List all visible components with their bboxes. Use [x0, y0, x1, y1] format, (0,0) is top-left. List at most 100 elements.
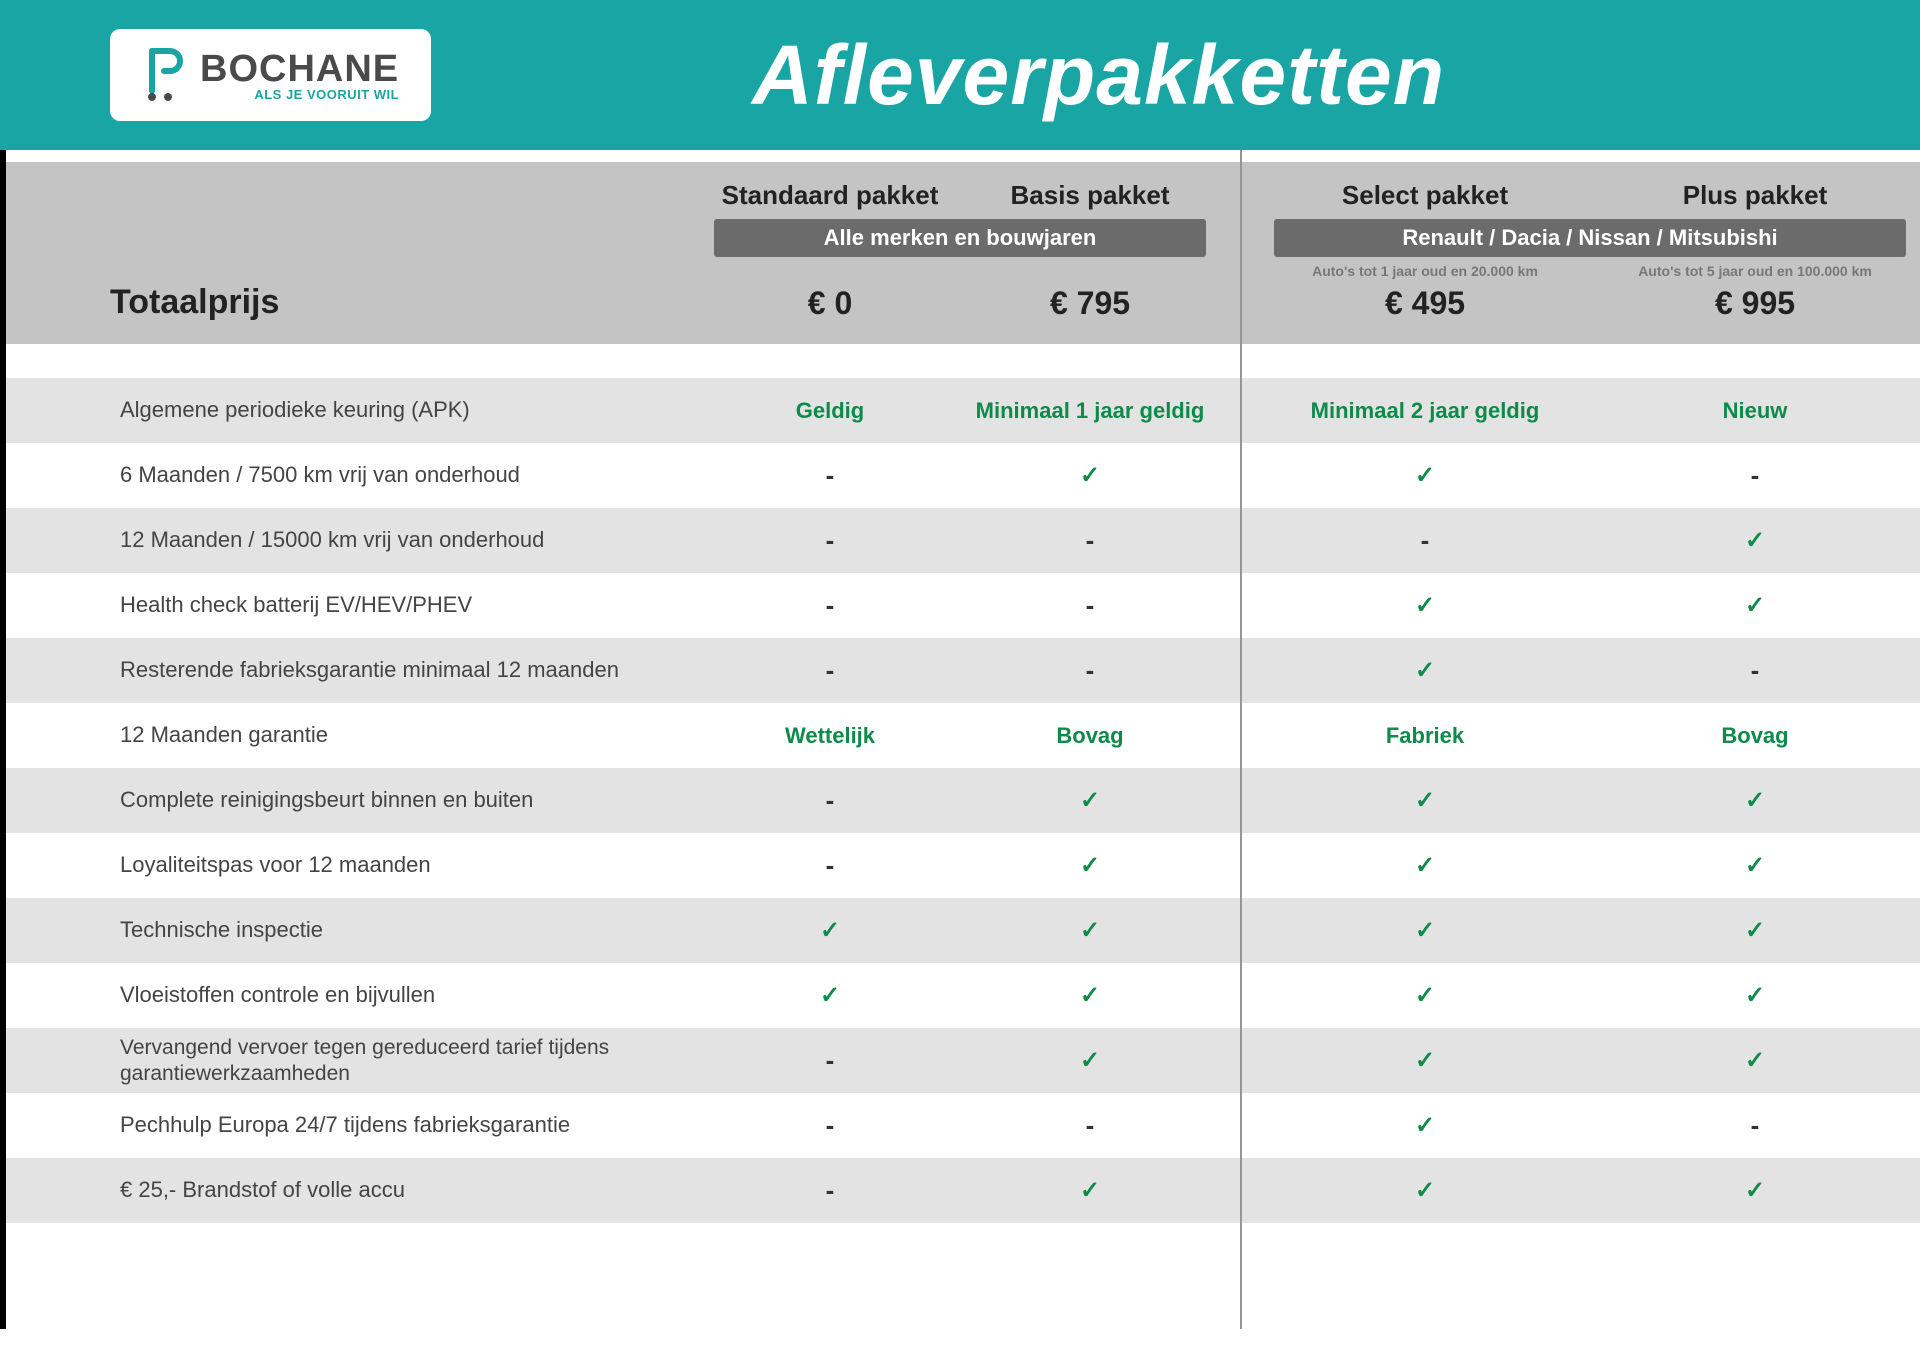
price-select: € 495: [1260, 285, 1590, 322]
feature-cell: -: [1590, 460, 1920, 491]
price-row: Totaalprijs € 0 € 795 € 495 € 995: [0, 283, 1920, 332]
col-note-standaard: [700, 263, 960, 279]
feature-cell: -: [1590, 655, 1920, 686]
feature-label: Pechhulp Europa 24/7 tijdens fabrieksgar…: [0, 1112, 700, 1138]
feature-label: 6 Maanden / 7500 km vrij van onderhoud: [0, 462, 700, 488]
feature-cell: ✓: [1590, 1176, 1920, 1205]
feature-cell: ✓: [1590, 526, 1920, 555]
header-bar: BOCHANE ALS JE VOORUIT WIL Afleverpakket…: [0, 0, 1920, 150]
feature-cell: ✓: [700, 981, 960, 1010]
group-pill-left: Alle merken en bouwjaren: [714, 219, 1206, 257]
col-note-basis: [960, 263, 1220, 279]
feature-cell: ✓: [960, 1046, 1220, 1075]
logo-tagline: ALS JE VOORUIT WIL: [200, 88, 399, 101]
logo: BOCHANE ALS JE VOORUIT WIL: [110, 29, 431, 121]
feature-cell: ✓: [1260, 1111, 1590, 1140]
feature-cell: ✓: [1590, 1046, 1920, 1075]
feature-row: Loyaliteitspas voor 12 maanden-✓✓✓: [0, 833, 1920, 898]
feature-cell: -: [700, 785, 960, 816]
feature-cell: -: [700, 850, 960, 881]
feature-cell: -: [700, 1175, 960, 1206]
feature-row: Complete reinigingsbeurt binnen en buite…: [0, 768, 1920, 833]
feature-row: Pechhulp Europa 24/7 tijdens fabrieksgar…: [0, 1093, 1920, 1158]
feature-cell: -: [700, 1045, 960, 1076]
group-pill-right: Renault / Dacia / Nissan / Mitsubishi: [1274, 219, 1906, 257]
feature-cell: ✓: [1260, 591, 1590, 620]
feature-cell: Bovag: [960, 723, 1220, 749]
feature-label: Health check batterij EV/HEV/PHEV: [0, 592, 700, 618]
feature-cell: ✓: [1260, 461, 1590, 490]
feature-cell: ✓: [960, 851, 1220, 880]
col-title-select: Select pakket: [1260, 180, 1590, 211]
feature-label: 12 Maanden garantie: [0, 722, 700, 748]
feature-cell: Nieuw: [1590, 398, 1920, 424]
feature-row: Technische inspectie✓✓✓✓: [0, 898, 1920, 963]
feature-cell: ✓: [1590, 916, 1920, 945]
col-note-select: Auto's tot 1 jaar oud en 20.000 km: [1260, 263, 1590, 279]
feature-cell: -: [960, 525, 1220, 556]
feature-cell: ✓: [960, 916, 1220, 945]
price-standaard: € 0: [700, 285, 960, 322]
feature-label: € 25,- Brandstof of volle accu: [0, 1177, 700, 1203]
spacer: [0, 344, 1920, 378]
feature-cell: ✓: [1590, 786, 1920, 815]
column-titles-row: Standaard pakket Basis pakket Select pak…: [0, 180, 1920, 211]
left-border-decoration: [0, 150, 6, 1329]
feature-cell: -: [700, 1110, 960, 1141]
feature-cell: ✓: [1260, 1046, 1590, 1075]
page-title: Afleverpakketten: [752, 27, 1445, 124]
feature-label: 12 Maanden / 15000 km vrij van onderhoud: [0, 527, 700, 553]
feature-row: € 25,- Brandstof of volle accu-✓✓✓: [0, 1158, 1920, 1223]
feature-cell: ✓: [1260, 786, 1590, 815]
feature-cell: ✓: [1260, 851, 1590, 880]
col-title-plus: Plus pakket: [1590, 180, 1920, 211]
feature-row: Vervangend vervoer tegen gereduceerd tar…: [0, 1028, 1920, 1093]
feature-cell: ✓: [1590, 851, 1920, 880]
column-group-separator: [1240, 150, 1242, 1329]
column-notes-row: Auto's tot 1 jaar oud en 20.000 km Auto'…: [0, 263, 1920, 279]
feature-cell: ✓: [1260, 981, 1590, 1010]
feature-cell: ✓: [1260, 916, 1590, 945]
feature-cell: Minimaal 1 jaar geldig: [960, 398, 1220, 424]
feature-cell: -: [960, 655, 1220, 686]
feature-cell: -: [700, 655, 960, 686]
column-header-area: Standaard pakket Basis pakket Select pak…: [0, 162, 1920, 344]
col-note-plus: Auto's tot 5 jaar oud en 100.000 km: [1590, 263, 1920, 279]
feature-rows: Algemene periodieke keuring (APK)GeldigM…: [0, 378, 1920, 1223]
comparison-table: Standaard pakket Basis pakket Select pak…: [0, 150, 1920, 1359]
feature-row: 6 Maanden / 7500 km vrij van onderhoud-✓…: [0, 443, 1920, 508]
feature-label: Loyaliteitspas voor 12 maanden: [0, 852, 700, 878]
feature-cell: -: [700, 460, 960, 491]
feature-label: Technische inspectie: [0, 917, 700, 943]
feature-cell: ✓: [1590, 981, 1920, 1010]
feature-cell: ✓: [1590, 591, 1920, 620]
feature-row: 12 Maanden garantieWettelijkBovagFabriek…: [0, 703, 1920, 768]
feature-cell: ✓: [960, 981, 1220, 1010]
feature-cell: -: [960, 1110, 1220, 1141]
feature-cell: ✓: [960, 461, 1220, 490]
feature-label: Vervangend vervoer tegen gereduceerd tar…: [0, 1035, 700, 1085]
feature-row: Algemene periodieke keuring (APK)GeldigM…: [0, 378, 1920, 443]
feature-cell: -: [700, 525, 960, 556]
feature-cell: -: [700, 590, 960, 621]
feature-label: Algemene periodieke keuring (APK): [0, 397, 700, 423]
feature-cell: ✓: [1260, 1176, 1590, 1205]
price-plus: € 995: [1590, 285, 1920, 322]
price-basis: € 795: [960, 285, 1220, 322]
page: BOCHANE ALS JE VOORUIT WIL Afleverpakket…: [0, 0, 1920, 1359]
logo-text: BOCHANE ALS JE VOORUIT WIL: [200, 50, 399, 101]
feature-cell: -: [960, 590, 1220, 621]
feature-cell: ✓: [960, 1176, 1220, 1205]
col-title-basis: Basis pakket: [960, 180, 1220, 211]
col-title-standaard: Standaard pakket: [700, 180, 960, 211]
feature-row: Vloeistoffen controle en bijvullen✓✓✓✓: [0, 963, 1920, 1028]
feature-cell: ✓: [1260, 656, 1590, 685]
logo-mark-icon: [142, 47, 186, 103]
feature-cell: Minimaal 2 jaar geldig: [1260, 398, 1590, 424]
feature-row: Health check batterij EV/HEV/PHEV--✓✓: [0, 573, 1920, 638]
feature-label: Resterende fabrieksgarantie minimaal 12 …: [0, 657, 700, 683]
logo-brand: BOCHANE: [200, 50, 399, 88]
feature-label: Vloeistoffen controle en bijvullen: [0, 982, 700, 1008]
feature-cell: Bovag: [1590, 723, 1920, 749]
feature-cell: Fabriek: [1260, 723, 1590, 749]
